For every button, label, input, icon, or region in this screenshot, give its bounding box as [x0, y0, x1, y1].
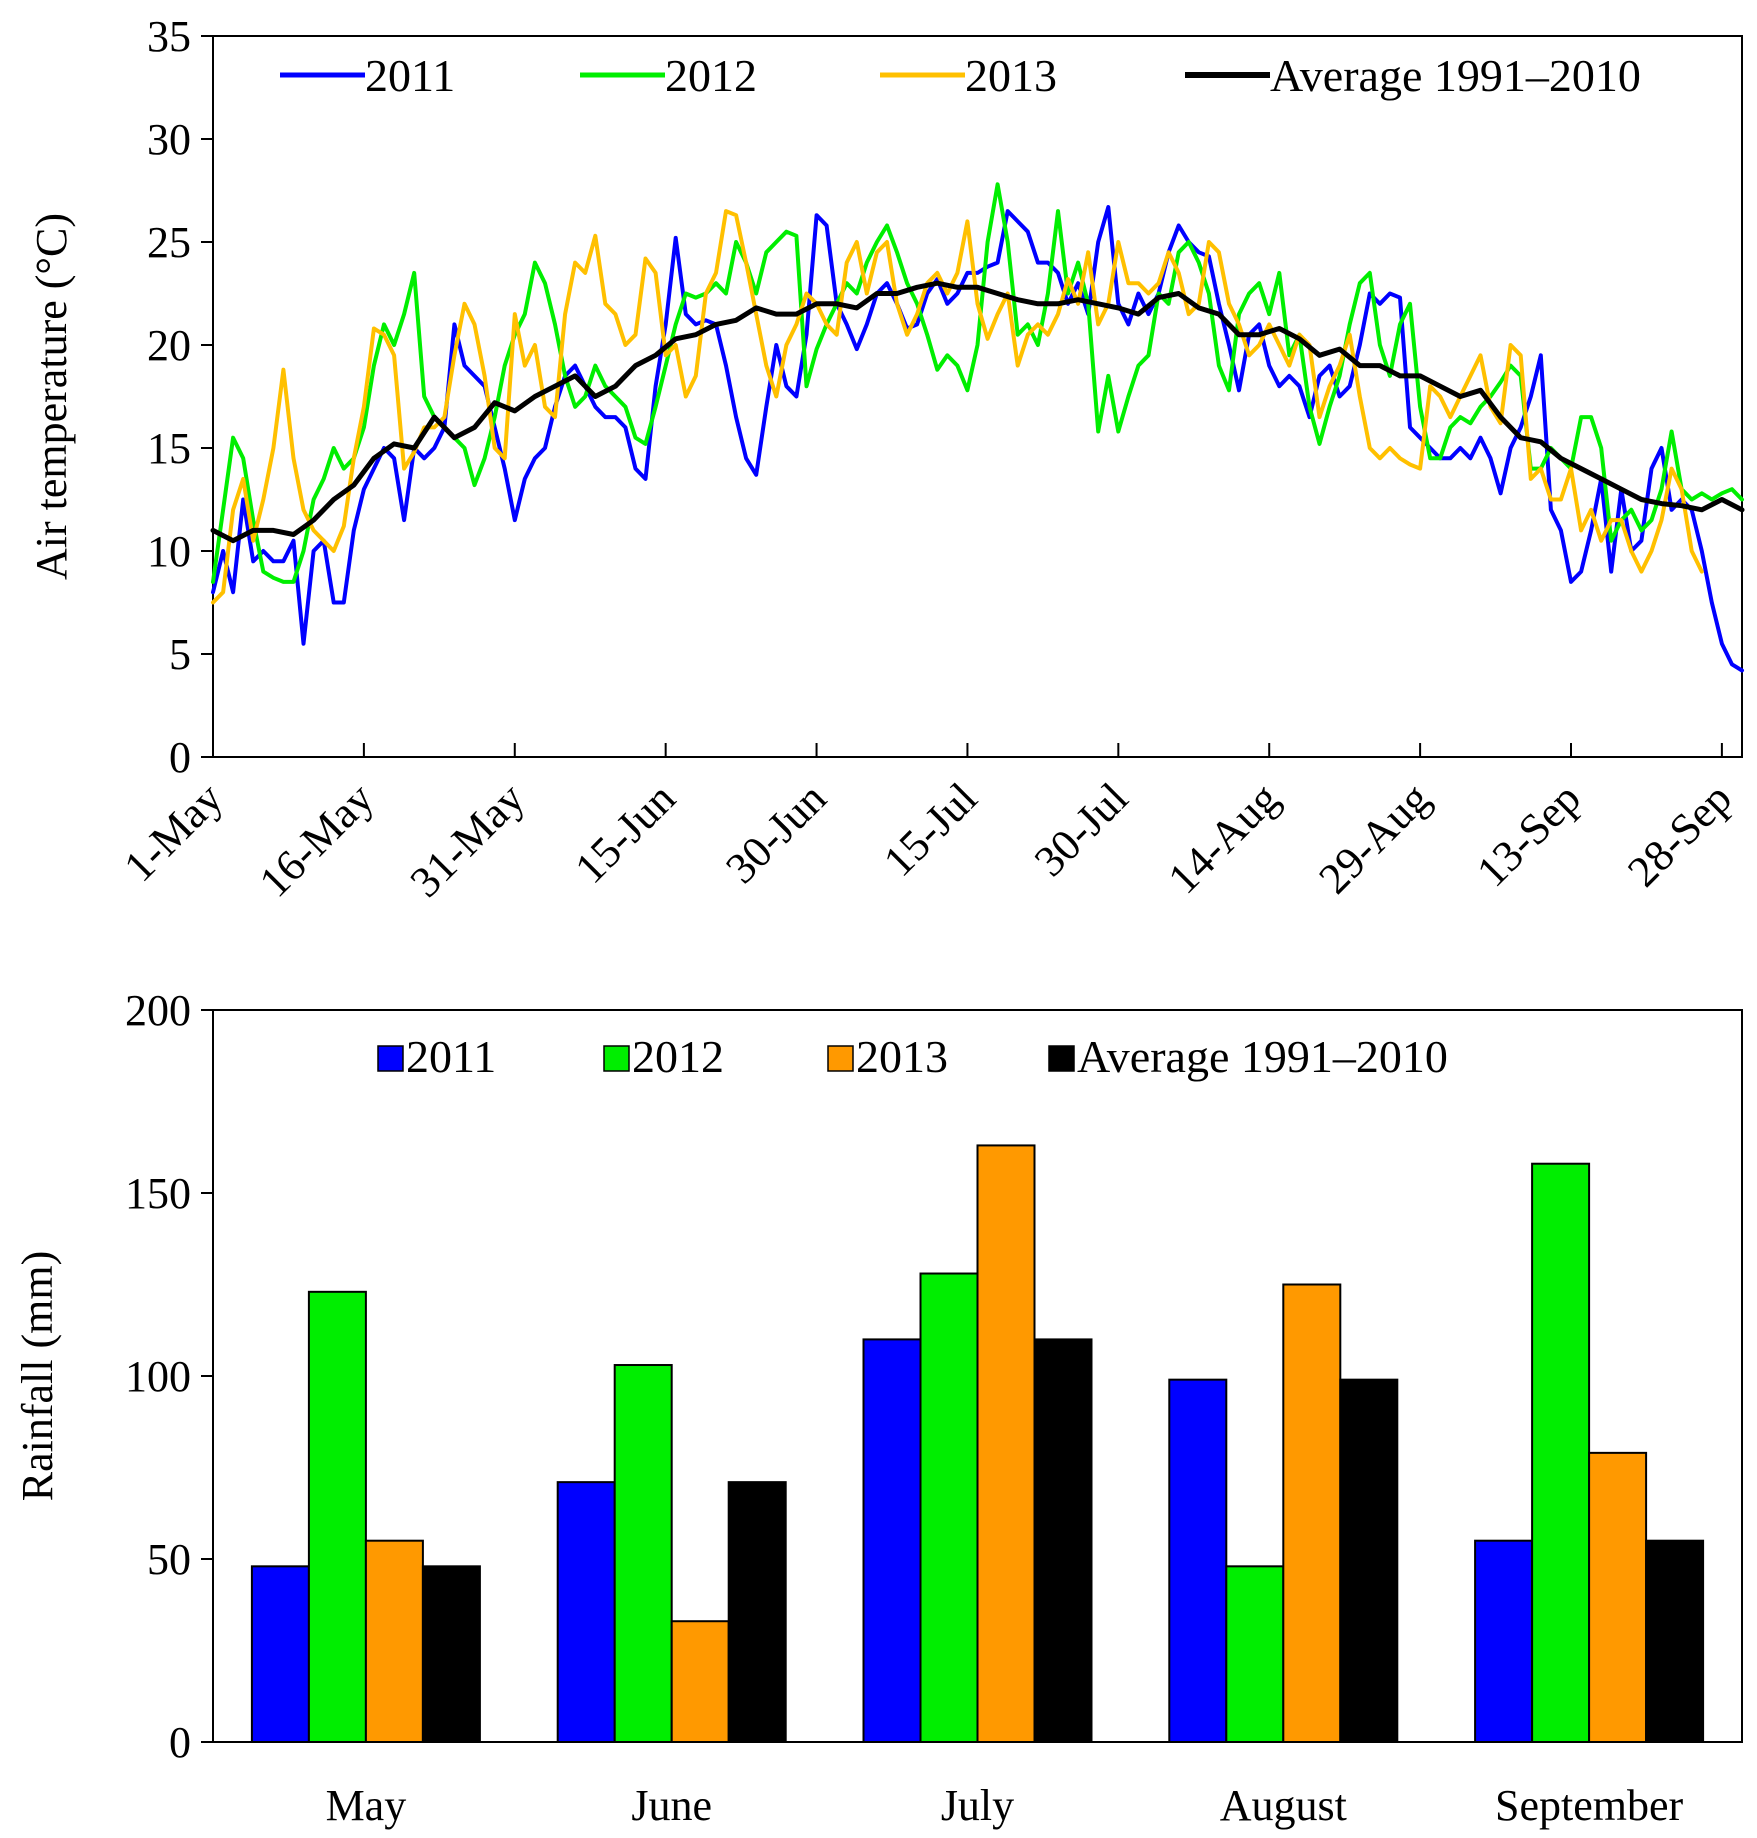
- temp-x-tick-label: 14-Aug: [1159, 773, 1289, 903]
- temp-x-tick-label: 16-May: [250, 773, 383, 906]
- rain-bar-2012-may: [307, 1290, 367, 1743]
- rainfall-chart: 0 50 100 150 200 May June July August September Ra…: [13, 986, 1743, 1830]
- rain-legend-label: Average 1991–2010: [1077, 1031, 1448, 1082]
- rain-bar-average-september: [1645, 1539, 1705, 1743]
- rain-y-tick-label: 200: [125, 986, 191, 1035]
- temp-y-tick-label: 35: [147, 12, 191, 61]
- rain-bar-average-august: [1339, 1378, 1399, 1744]
- rain-y-tick-label: 50: [147, 1535, 191, 1584]
- temp-y-tick-label: 25: [147, 218, 191, 267]
- rain-y-tick-label: 100: [125, 1352, 191, 1401]
- rain-legend-label: 2012: [632, 1031, 724, 1082]
- temp-x-tick-label: 31-May: [401, 773, 534, 906]
- rain-y-axis-title: Rainfall (mm): [13, 1251, 62, 1502]
- temp-y-tick-label: 10: [147, 527, 191, 576]
- temp-y-tick-label: 30: [147, 115, 191, 164]
- rain-x-category-label: September: [1495, 1781, 1684, 1830]
- temp-y-axis-title: Air temperature (°C): [27, 213, 76, 580]
- rain-bar-2011-july: [862, 1338, 922, 1744]
- rain-y-tick-label: 150: [125, 1169, 191, 1218]
- rain-bar-average-june: [727, 1481, 787, 1743]
- temp-legend-label: Average 1991–2010: [1270, 50, 1641, 101]
- rain-legend-swatch: [1048, 1045, 1075, 1072]
- rain-legend-swatch: [603, 1045, 630, 1072]
- rain-bar-2011-september: [1474, 1539, 1534, 1743]
- temp-x-tick-label: 28-Sep: [1618, 773, 1741, 896]
- temp-x-tick-label: 13-Sep: [1467, 773, 1590, 896]
- rain-bar-2011-august: [1168, 1378, 1228, 1744]
- rain-bar-average-july: [1033, 1338, 1093, 1744]
- rain-legend-swatch: [377, 1045, 404, 1072]
- temp-x-tick-label: 30-Jul: [1025, 773, 1137, 885]
- temp-series-line-2013: [211, 209, 1704, 605]
- rain-bar-2012-june: [613, 1364, 673, 1744]
- rain-bar-2011-may: [250, 1565, 310, 1743]
- rain-y-tick-label: 0: [169, 1718, 191, 1767]
- temperature-plot-frame: [212, 35, 1743, 758]
- temp-x-tick-label: 15-Jun: [565, 773, 684, 892]
- temp-y-tick-label: 5: [169, 630, 191, 679]
- temp-legend-label: 2012: [665, 50, 757, 101]
- temp-x-tick-label: 15-Jul: [874, 773, 986, 885]
- rain-x-category-label: July: [941, 1781, 1014, 1830]
- rain-bar-2013-september: [1588, 1451, 1648, 1743]
- temperature-chart: 0 5 10 15 20 25 30 35 1-May 16-May 31-May 15-Jun 30-…: [27, 12, 1745, 907]
- rain-legend-swatch: [827, 1045, 854, 1072]
- rain-bar-2013-august: [1282, 1283, 1342, 1743]
- rain-bar-2012-august: [1225, 1565, 1285, 1743]
- temp-series-line-average: [210, 280, 1745, 544]
- temp-x-tick-label: 30-Jun: [716, 773, 835, 892]
- temp-series-line-2012: [211, 182, 1744, 584]
- rain-bar-2011-june: [556, 1481, 616, 1743]
- temp-y-tick-label: 20: [147, 321, 191, 370]
- temp-y-tick-label: 0: [169, 733, 191, 782]
- temp-legend-label: 2013: [965, 50, 1057, 101]
- rain-x-category-label: June: [631, 1781, 712, 1830]
- rain-x-category-label: May: [326, 1781, 407, 1830]
- rain-bar-2012-september: [1531, 1162, 1591, 1743]
- rain-bar-average-may: [421, 1565, 481, 1743]
- temp-legend-label: 2011: [365, 50, 455, 101]
- rain-bar-2013-may: [364, 1539, 424, 1743]
- rain-legend-label: 2011: [406, 1031, 496, 1082]
- rain-legend-label: 2013: [856, 1031, 948, 1082]
- rain-x-category-label: August: [1220, 1781, 1347, 1830]
- temp-x-tick-label: 29-Aug: [1309, 773, 1439, 903]
- rain-bar-2012-july: [919, 1272, 979, 1744]
- temp-series-line-2011: [211, 205, 1744, 673]
- rain-bar-2013-june: [670, 1620, 730, 1743]
- temp-x-tick-label: 1-May: [114, 773, 232, 891]
- rain-bar-2013-july: [976, 1144, 1036, 1744]
- temp-y-tick-label: 15: [147, 424, 191, 473]
